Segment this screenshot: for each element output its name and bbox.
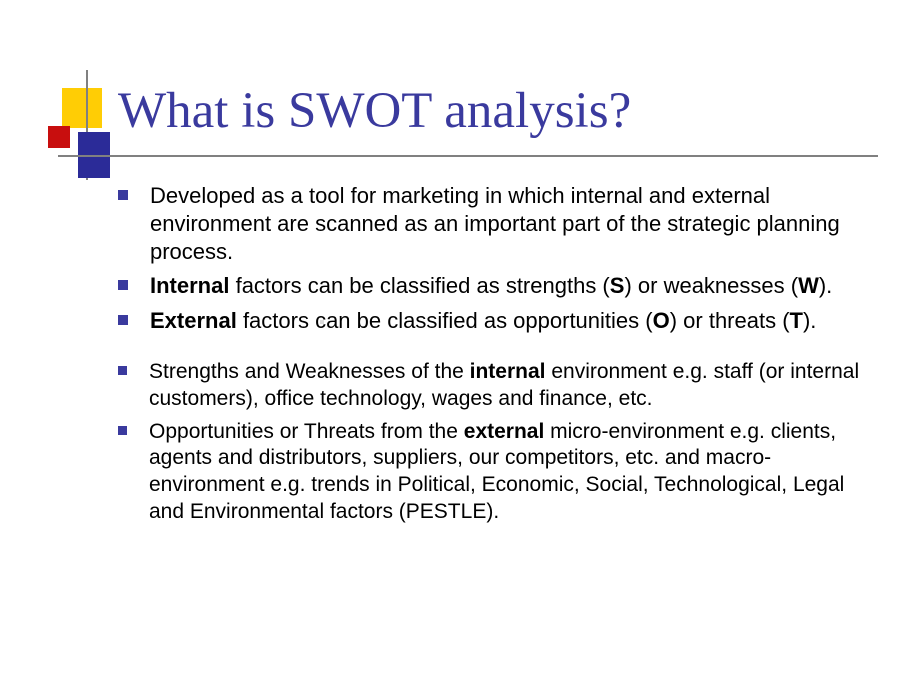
slide: { "title": "What is SWOT analysis?", "co… — [0, 0, 920, 690]
slide-body: Developed as a tool for marketing in whi… — [118, 182, 878, 544]
bullet-text: Internal factors can be classified as st… — [150, 272, 832, 300]
list-item: Strengths and Weaknesses of the internal… — [118, 359, 878, 413]
slide-title: What is SWOT analysis? — [118, 82, 631, 140]
square-bullet-icon — [118, 426, 127, 435]
deco-yellow-square — [62, 88, 102, 128]
list-item: Internal factors can be classified as st… — [118, 272, 878, 300]
deco-red-square — [48, 126, 70, 148]
square-bullet-icon — [118, 315, 128, 325]
list-item: Opportunities or Threats from the extern… — [118, 419, 878, 527]
bullet-text: Opportunities or Threats from the extern… — [149, 419, 878, 527]
deco-hrule — [58, 155, 878, 157]
bullet-group-1: Developed as a tool for marketing in whi… — [118, 182, 878, 335]
bullet-text: Developed as a tool for marketing in whi… — [150, 182, 878, 266]
square-bullet-icon — [118, 190, 128, 200]
list-item: External factors can be classified as op… — [118, 307, 878, 335]
square-bullet-icon — [118, 280, 128, 290]
square-bullet-icon — [118, 366, 127, 375]
bullet-text: Strengths and Weaknesses of the internal… — [149, 359, 878, 413]
bullet-text: External factors can be classified as op… — [150, 307, 816, 335]
list-item: Developed as a tool for marketing in whi… — [118, 182, 878, 266]
bullet-group-2: Strengths and Weaknesses of the internal… — [118, 359, 878, 526]
